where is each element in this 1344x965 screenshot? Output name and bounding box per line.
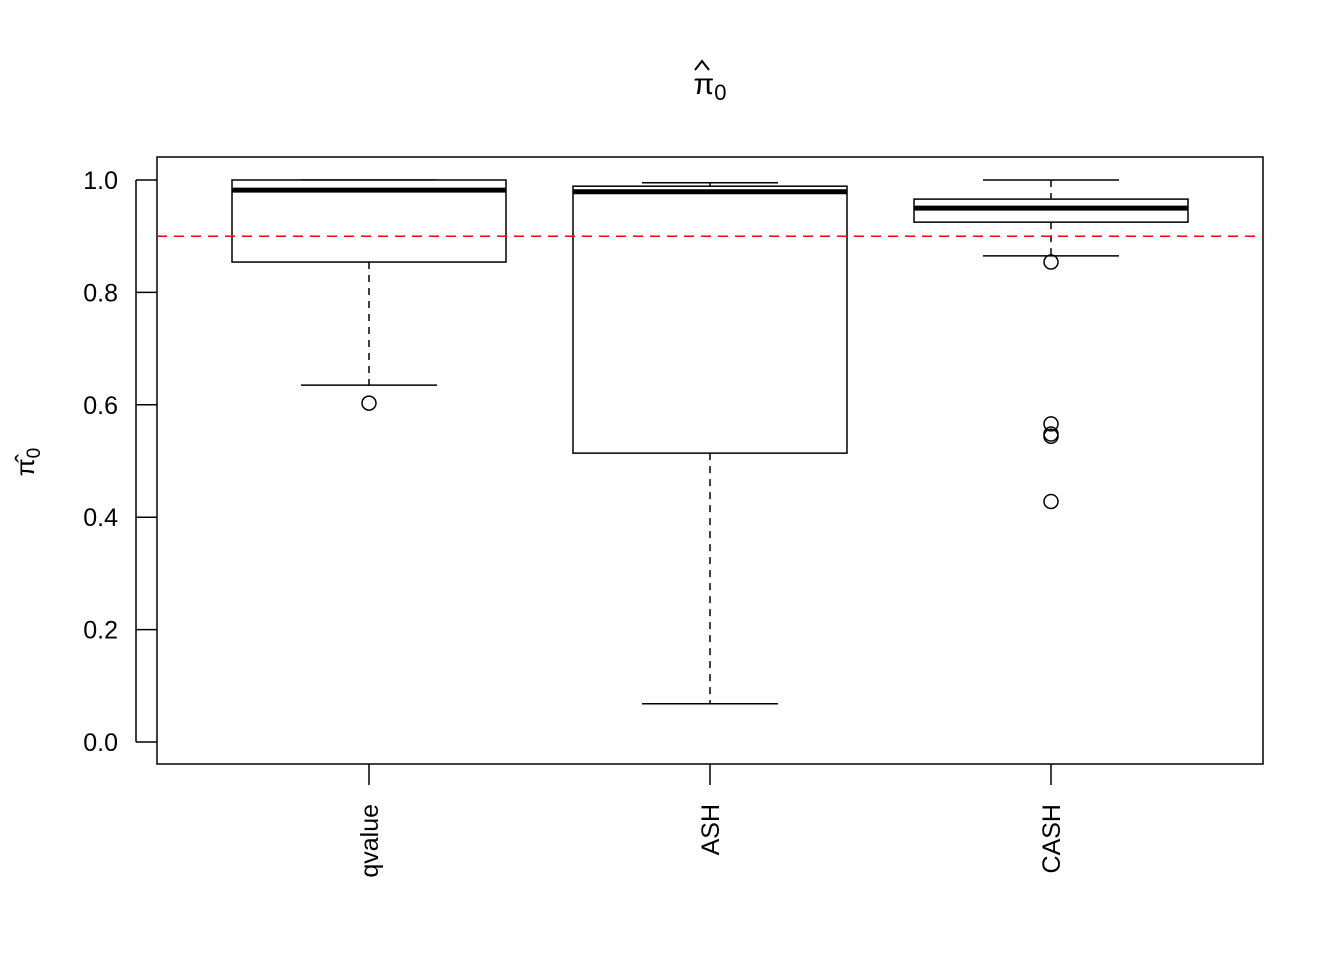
- box-ASH: [572, 182, 848, 705]
- y-tick-label: 1.0: [83, 167, 118, 195]
- iqr-box: [572, 185, 848, 454]
- chart-title: π0: [694, 68, 727, 105]
- x-tick-label-qvalue: qvalue: [356, 804, 384, 878]
- y-tick-label: 0.0: [83, 729, 118, 757]
- chart-title-hat: [694, 59, 710, 71]
- y-tick-label: 0.4: [83, 504, 118, 532]
- outlier-point: [1043, 416, 1059, 432]
- x-tick-label-CASH: CASH: [1038, 804, 1066, 873]
- iqr-box: [913, 198, 1189, 223]
- outlier-point: [361, 395, 377, 411]
- iqr-box: [231, 179, 507, 263]
- outlier-point: [1043, 254, 1059, 270]
- box-CASH: [913, 179, 1189, 510]
- y-tick-label: 0.2: [83, 617, 118, 645]
- y-tick-label: 0.8: [83, 279, 118, 307]
- outlier-point: [1043, 428, 1059, 445]
- box-qvalue: [231, 179, 507, 411]
- y-axis-label: π̂0: [10, 448, 45, 477]
- y-tick-label: 0.6: [83, 392, 118, 420]
- x-tick-label-ASH: ASH: [697, 804, 725, 855]
- outlier-point: [1043, 493, 1059, 510]
